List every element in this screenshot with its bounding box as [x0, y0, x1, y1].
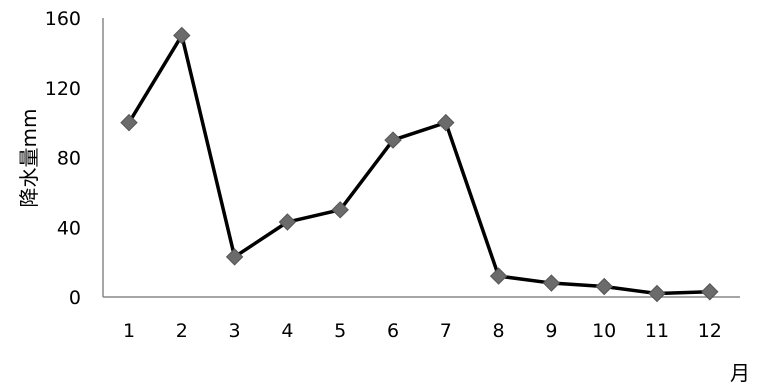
y-tick-label: 80	[57, 148, 81, 170]
x-tick-label: 2	[176, 320, 188, 342]
x-tick-label: 3	[229, 320, 241, 342]
data-point-marker	[437, 113, 455, 132]
data-point-marker	[542, 274, 561, 292]
x-tick-label: 4	[281, 320, 293, 342]
x-tick-label: 1	[123, 320, 135, 342]
x-tick-label: 9	[545, 320, 557, 342]
data-point-marker	[648, 284, 666, 303]
y-axis-title: 降水量mm	[17, 109, 41, 208]
data-point-marker	[489, 267, 508, 285]
data-point-marker	[384, 131, 402, 149]
series	[120, 26, 719, 303]
x-tick-label: 12	[698, 320, 722, 342]
y-tick-labels: 0 40 80 120 160	[45, 8, 81, 309]
data-point-marker	[225, 248, 244, 266]
data-point-marker	[595, 277, 613, 296]
data-point-marker	[331, 201, 349, 219]
x-tick-label: 8	[493, 320, 505, 342]
x-tick-label: 11	[645, 320, 669, 342]
y-tick-label: 120	[45, 78, 81, 100]
data-point-marker	[278, 213, 297, 231]
x-axis-title: 月	[730, 361, 750, 385]
x-tick-label: 10	[592, 320, 616, 342]
x-tick-label: 5	[334, 320, 346, 342]
y-tick-label: 160	[45, 8, 81, 30]
axes	[102, 18, 740, 298]
x-tick-label: 7	[440, 320, 452, 342]
x-tick-label: 6	[387, 320, 399, 342]
series-line	[127, 33, 710, 296]
x-tick-labels: 1 2 3 4 5 6 7 8 9 10 11 12	[123, 320, 722, 342]
y-tick-label: 0	[69, 287, 81, 309]
data-point-marker	[701, 283, 719, 301]
data-point-marker	[120, 113, 138, 132]
data-point-marker	[173, 26, 191, 45]
y-tick-label: 40	[57, 217, 81, 239]
